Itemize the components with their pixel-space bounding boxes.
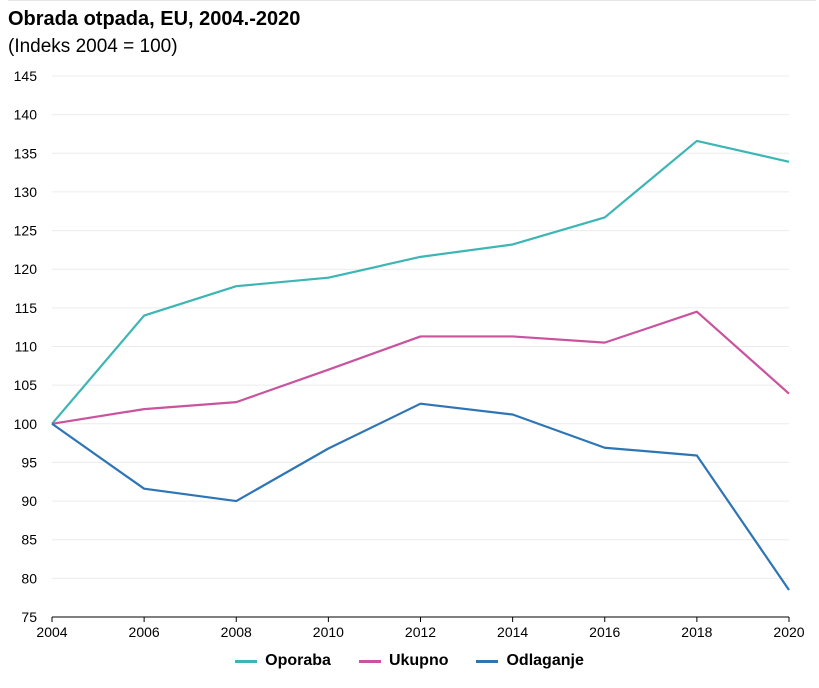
grid-lines bbox=[52, 75, 789, 579]
legend-swatch bbox=[235, 659, 258, 663]
y-tick-label: 95 bbox=[21, 454, 37, 470]
x-tick-labels: 2004 2006 2008 2010 2012 2014 2016 2018 2020 bbox=[36, 624, 804, 640]
x-tick-label: 2018 bbox=[681, 624, 712, 640]
x-tick-label: 2012 bbox=[405, 624, 436, 640]
y-tick-label: 110 bbox=[15, 339, 38, 355]
series-line-odlaganje bbox=[51, 402, 790, 591]
legend-label: Odlaganje bbox=[506, 652, 584, 669]
x-tick-label: 2014 bbox=[497, 624, 528, 640]
x-tick-label: 2006 bbox=[129, 624, 160, 640]
legend-item-ukupno: Ukupno bbox=[358, 652, 449, 670]
y-tick-label: 100 bbox=[14, 416, 38, 432]
legend-swatch bbox=[358, 659, 381, 663]
y-tick-label: 80 bbox=[21, 570, 37, 586]
y-tick-label: 120 bbox=[14, 261, 38, 277]
legend-item-odlaganje: Odlaganje bbox=[476, 652, 584, 670]
x-tick-label: 2010 bbox=[313, 624, 344, 640]
x-tick-label: 2004 bbox=[36, 624, 67, 640]
legend: Oporaba Ukupno Odlaganje bbox=[0, 652, 819, 670]
y-tick-label: 85 bbox=[21, 532, 37, 548]
y-tick-label: 130 bbox=[14, 184, 38, 200]
series-line-ukupno bbox=[51, 310, 790, 425]
y-tick-label: 125 bbox=[14, 223, 38, 239]
series-lines bbox=[51, 139, 790, 591]
chart-subtitle: (Indeks 2004 = 100) bbox=[8, 36, 178, 57]
legend-item-oporaba: Oporaba bbox=[235, 652, 331, 670]
y-tick-label: 90 bbox=[21, 493, 37, 509]
legend-label: Oporaba bbox=[265, 652, 331, 669]
x-tick-label: 2008 bbox=[221, 624, 252, 640]
y-tick-label: 105 bbox=[14, 377, 38, 393]
x-tick-label: 2020 bbox=[773, 624, 804, 640]
y-tick-label: 75 bbox=[21, 609, 37, 625]
y-tick-labels: 145 140 135 130 125 120 115 110 105 100 95 90 85 80 75 bbox=[14, 68, 38, 625]
y-tick-label: 140 bbox=[14, 107, 38, 123]
chart-title: Obrada otpada, EU, 2004.-2020 bbox=[8, 8, 301, 30]
x-tick-label: 2016 bbox=[589, 624, 620, 640]
y-tick-label: 135 bbox=[14, 145, 38, 161]
y-tick-label: 145 bbox=[14, 68, 38, 84]
axes bbox=[51, 616, 790, 622]
y-tick-label: 115 bbox=[15, 300, 38, 316]
top-rule bbox=[8, 0, 816, 1]
legend-label: Ukupno bbox=[388, 652, 449, 669]
series-line-oporaba bbox=[51, 139, 790, 425]
legend-swatch bbox=[476, 659, 499, 663]
